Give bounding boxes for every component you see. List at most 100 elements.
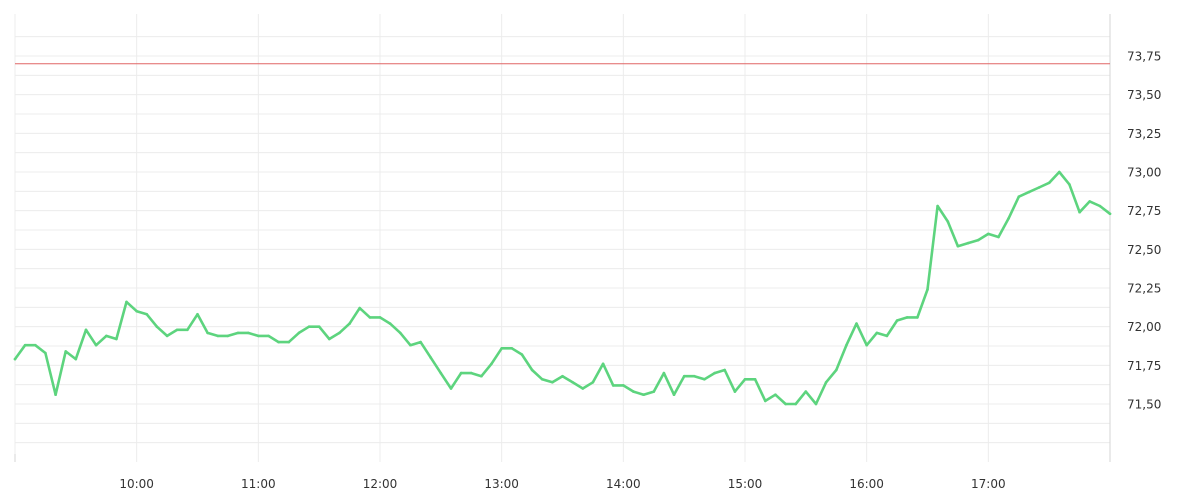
data-point	[976, 238, 980, 242]
data-point	[328, 337, 331, 341]
data-point	[642, 393, 645, 397]
x-tick-label: 15:00	[728, 477, 763, 491]
y-tick-label: 73,00	[1127, 166, 1161, 180]
data-point	[287, 340, 291, 344]
data-point	[338, 331, 341, 335]
data-point	[186, 328, 189, 332]
data-point	[743, 378, 747, 381]
data-point	[804, 390, 808, 393]
data-point	[226, 334, 230, 338]
data-point	[1078, 210, 1081, 214]
x-tick-label: 16:00	[849, 477, 884, 491]
data-point	[399, 331, 402, 335]
data-point	[470, 371, 473, 375]
data-point	[459, 371, 463, 375]
data-point	[419, 340, 422, 344]
y-tick-label: 72,50	[1127, 243, 1161, 257]
data-point	[814, 402, 818, 406]
data-point	[652, 390, 656, 393]
x-axis-tick-labels: 10:00 11:00 12:00 13:00 14:00 15:00 16:00 17:00	[119, 477, 1005, 491]
x-tick-label: 11:00	[241, 477, 276, 491]
data-point	[378, 316, 382, 319]
data-point	[1058, 170, 1061, 174]
data-point	[622, 384, 625, 387]
data-point	[317, 325, 321, 329]
data-point	[875, 331, 879, 335]
y-tick-label: 71,75	[1127, 359, 1161, 373]
data-point	[561, 374, 564, 378]
data-point	[135, 309, 138, 313]
data-point	[895, 319, 899, 322]
data-point	[439, 371, 443, 375]
data-point	[409, 343, 412, 347]
y-axis-tick-labels: 71,50 71,75 72,00 72,25 72,50 72,75 73,00 73,25…	[1127, 50, 1161, 412]
data-point	[662, 371, 666, 375]
data-point	[196, 313, 199, 316]
data-point	[591, 381, 595, 384]
data-point	[34, 343, 37, 347]
data-point	[1017, 195, 1021, 198]
data-point	[1098, 204, 1102, 208]
data-point	[703, 378, 706, 381]
data-point	[682, 374, 686, 378]
plot-border	[14, 14, 1111, 462]
data-point	[753, 378, 757, 381]
data-point	[571, 381, 574, 384]
data-point	[490, 362, 493, 366]
data-point	[125, 300, 128, 304]
data-point	[916, 316, 919, 319]
x-tick-label: 17:00	[971, 477, 1006, 491]
data-point	[936, 204, 939, 208]
data-point	[155, 325, 159, 329]
data-point	[307, 325, 311, 329]
data-point	[905, 316, 909, 319]
data-point	[693, 374, 696, 378]
data-point	[145, 313, 149, 316]
y-tick-label: 73,50	[1127, 88, 1161, 102]
data-point	[449, 387, 453, 390]
data-point	[74, 357, 78, 361]
data-point	[64, 350, 67, 353]
data-point	[1108, 212, 1112, 216]
data-point	[885, 334, 889, 338]
x-tick-label: 13:00	[484, 477, 519, 491]
data-point	[388, 322, 392, 325]
data-point	[540, 378, 544, 381]
data-point	[206, 331, 209, 335]
y-tick-label: 72,00	[1127, 320, 1161, 334]
data-point	[784, 402, 787, 406]
y-tick-label: 73,75	[1127, 50, 1161, 64]
data-point	[23, 343, 27, 347]
data-point	[1047, 181, 1051, 185]
data-point	[794, 402, 797, 406]
data-point	[1088, 200, 1091, 203]
grid	[14, 14, 1111, 462]
data-point	[997, 235, 1000, 239]
data-point	[835, 368, 838, 372]
data-point	[956, 244, 960, 248]
data-point	[216, 334, 220, 338]
data-point	[601, 362, 605, 366]
data-point	[966, 241, 970, 245]
data-point	[236, 331, 240, 335]
data-point	[1068, 183, 1071, 186]
data-point	[946, 220, 950, 223]
data-point	[581, 387, 585, 390]
x-tick-label: 14:00	[606, 477, 641, 491]
data-point	[267, 334, 270, 338]
data-point	[94, 343, 98, 347]
data-point	[733, 390, 737, 393]
data-point	[530, 368, 534, 372]
data-point	[165, 334, 169, 338]
data-point	[1037, 186, 1041, 189]
data-point	[774, 393, 777, 397]
data-point	[1007, 217, 1010, 220]
data-point	[175, 328, 179, 332]
data-point	[987, 232, 990, 236]
x-tick-label: 10:00	[119, 477, 154, 491]
x-tick-label: 12:00	[363, 477, 398, 491]
y-tick-label: 71,50	[1127, 398, 1161, 412]
data-point	[246, 331, 250, 335]
data-point	[54, 393, 57, 397]
data-point	[926, 288, 929, 291]
